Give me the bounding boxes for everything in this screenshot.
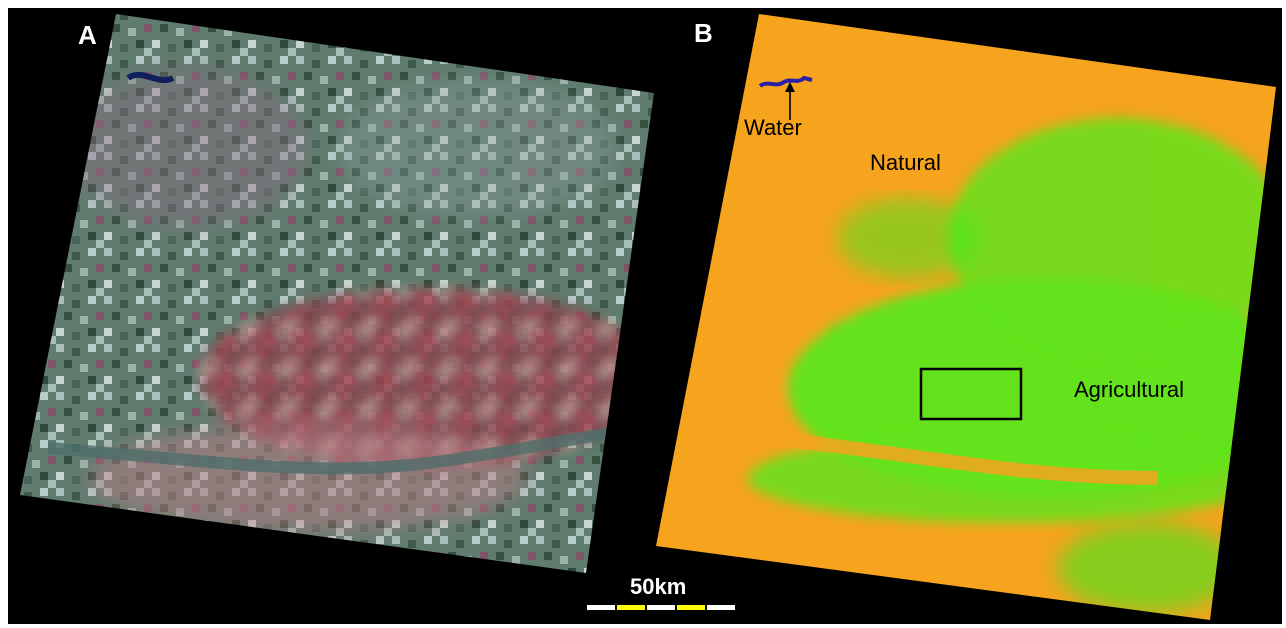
reservoir xyxy=(126,71,175,83)
agricultural-northeast xyxy=(948,118,1276,358)
water-arrowhead-icon xyxy=(785,82,795,92)
water-label: Water xyxy=(744,115,802,140)
scale-segment xyxy=(647,605,675,610)
panel-a-satellite-image: A xyxy=(20,14,654,573)
agricultural-patch xyxy=(838,198,978,278)
panel-a-letter: A xyxy=(78,20,97,50)
scale-segment xyxy=(707,605,735,610)
scale-segment xyxy=(677,605,705,610)
river-valley xyxy=(47,422,649,475)
scale-bar-label: 50km xyxy=(630,574,686,599)
southern-fields xyxy=(88,423,528,533)
agricultural-land-areas xyxy=(748,75,1276,613)
study-area-box xyxy=(919,367,1023,421)
panel-b-classification-map: Water Natural Agricultural B xyxy=(656,14,1276,620)
natural-label: Natural xyxy=(870,150,941,175)
northwest-rangeland xyxy=(68,68,308,228)
agricultural-label: Agricultural xyxy=(1074,377,1184,402)
figure-canvas: A Water Natural Agricultural B 50km xyxy=(20,14,1276,620)
northeast-fields xyxy=(338,78,618,218)
satellite-image-features xyxy=(47,68,654,533)
water-body xyxy=(758,75,813,88)
figure-frame: A Water Natural Agricultural B 50km xyxy=(8,8,1282,624)
scale-segment xyxy=(617,605,645,610)
panel-b-letter: B xyxy=(694,18,713,48)
scale-bar: 50km xyxy=(587,574,735,610)
scale-segment xyxy=(587,605,615,610)
natural-river-corridor xyxy=(757,431,1159,485)
agricultural-patch xyxy=(1058,523,1238,613)
irrigated-crop-zone xyxy=(198,288,654,468)
